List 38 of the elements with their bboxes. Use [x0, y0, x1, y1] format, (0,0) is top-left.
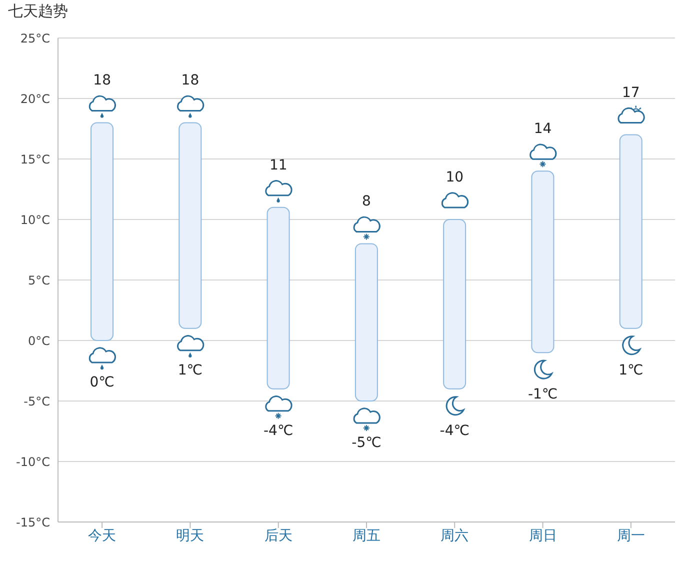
annotation: -5℃: [352, 435, 382, 451]
annotation: 17: [622, 84, 640, 101]
x-tick-label: 明天: [176, 528, 204, 544]
annotation: -1℃: [528, 386, 558, 403]
annotation: 10: [446, 170, 464, 186]
y-tick-label: -10°C: [16, 454, 50, 469]
annotation: 1℃: [178, 362, 203, 378]
x-tick-label: 周一: [616, 528, 645, 544]
bar: [266, 206, 290, 390]
x-tick-label: 今天: [88, 528, 116, 544]
y-tick-label: -5°C: [24, 394, 50, 408]
y-tick-label: 15°C: [20, 152, 50, 166]
annotation: -4℃: [264, 422, 294, 439]
bar: [443, 219, 466, 390]
bar: [90, 122, 114, 341]
x-tick-label: 周五: [352, 528, 380, 544]
annotation: 14: [534, 121, 552, 138]
x-tick-label: 周日: [528, 528, 557, 544]
y-tick-label: 5°C: [28, 273, 50, 288]
annotation: 8: [362, 194, 371, 210]
annotation: 1℃: [618, 362, 644, 378]
bar: [178, 122, 202, 329]
bar: [619, 134, 642, 329]
annotation: 11: [269, 157, 288, 174]
bar: [531, 170, 554, 354]
x-tick-label: 周六: [440, 528, 469, 544]
annotation: -4℃: [440, 422, 470, 439]
y-tick-label: 0°C: [28, 334, 50, 348]
y-tick-label: 10°C: [20, 212, 50, 227]
y-tick-label: 20°C: [20, 92, 50, 106]
bar: [354, 243, 378, 402]
annotation: 18: [181, 72, 200, 89]
annotation: 0℃: [90, 374, 114, 390]
annotation: 18: [93, 72, 111, 89]
y-tick-label: 25°C: [20, 31, 50, 46]
chart-title: 七天趋势: [8, 2, 68, 21]
y-tick-label: -15°C: [16, 515, 50, 530]
x-tick-label: 后天: [264, 528, 292, 544]
